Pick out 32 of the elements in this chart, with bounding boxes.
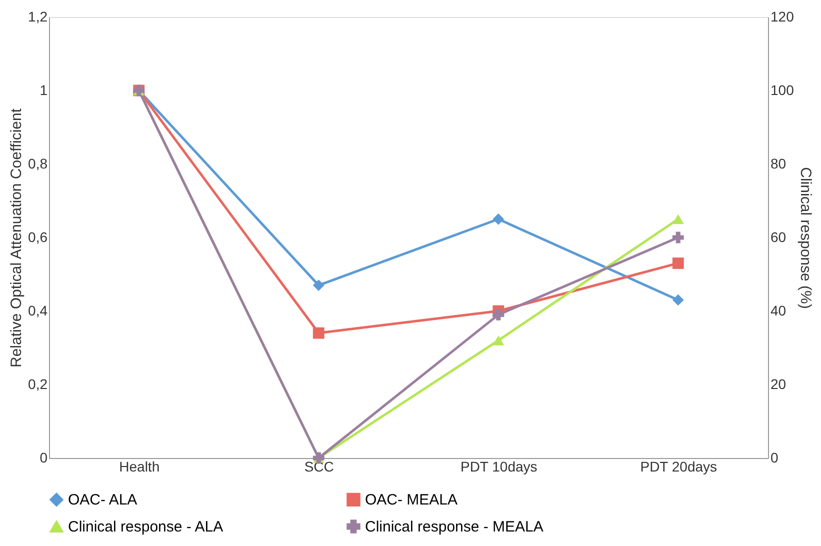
y2-tick-label: 40 bbox=[770, 302, 786, 318]
point bbox=[492, 335, 504, 346]
y-tick-label: 0,2 bbox=[28, 376, 48, 392]
x-tick-label: PDT 20days bbox=[640, 458, 718, 474]
legend-label: Clinical response - MEALA bbox=[365, 518, 544, 536]
y-tick-label: 0,8 bbox=[28, 156, 48, 172]
y2-tick-label: 60 bbox=[770, 229, 786, 245]
y2-axis-title: Clinical response (%) bbox=[796, 167, 814, 309]
point bbox=[672, 214, 684, 224]
y-tick-label: 0 bbox=[40, 450, 48, 466]
point bbox=[312, 327, 324, 339]
x-tick-label: PDT 10days bbox=[460, 458, 538, 474]
x-tick-label: Health bbox=[119, 458, 160, 474]
legend-label: Clinical response - ALA bbox=[68, 518, 224, 536]
y2-tick-label: 100 bbox=[770, 82, 794, 98]
y2-tick-label: 20 bbox=[770, 376, 786, 392]
y-tick-label: 1,2 bbox=[28, 8, 48, 24]
point bbox=[672, 232, 684, 244]
y2-tick-label: 0 bbox=[770, 450, 778, 466]
point bbox=[312, 280, 324, 291]
point bbox=[672, 294, 684, 306]
legend-label: OAC- ALA bbox=[68, 492, 138, 509]
y-tick-label: 0,6 bbox=[28, 229, 48, 245]
legend-label: OAC- MEALA bbox=[365, 492, 458, 509]
y-tick-label: 0,4 bbox=[28, 302, 48, 318]
y2-tick-label: 80 bbox=[770, 156, 786, 172]
y-axis-title: Relative Optical Attenuation Coefficient bbox=[8, 108, 26, 368]
y-tick-label: 1 bbox=[40, 82, 48, 98]
point bbox=[672, 258, 684, 269]
point bbox=[492, 213, 504, 225]
y2-tick-label: 120 bbox=[770, 8, 794, 24]
point bbox=[492, 308, 504, 320]
